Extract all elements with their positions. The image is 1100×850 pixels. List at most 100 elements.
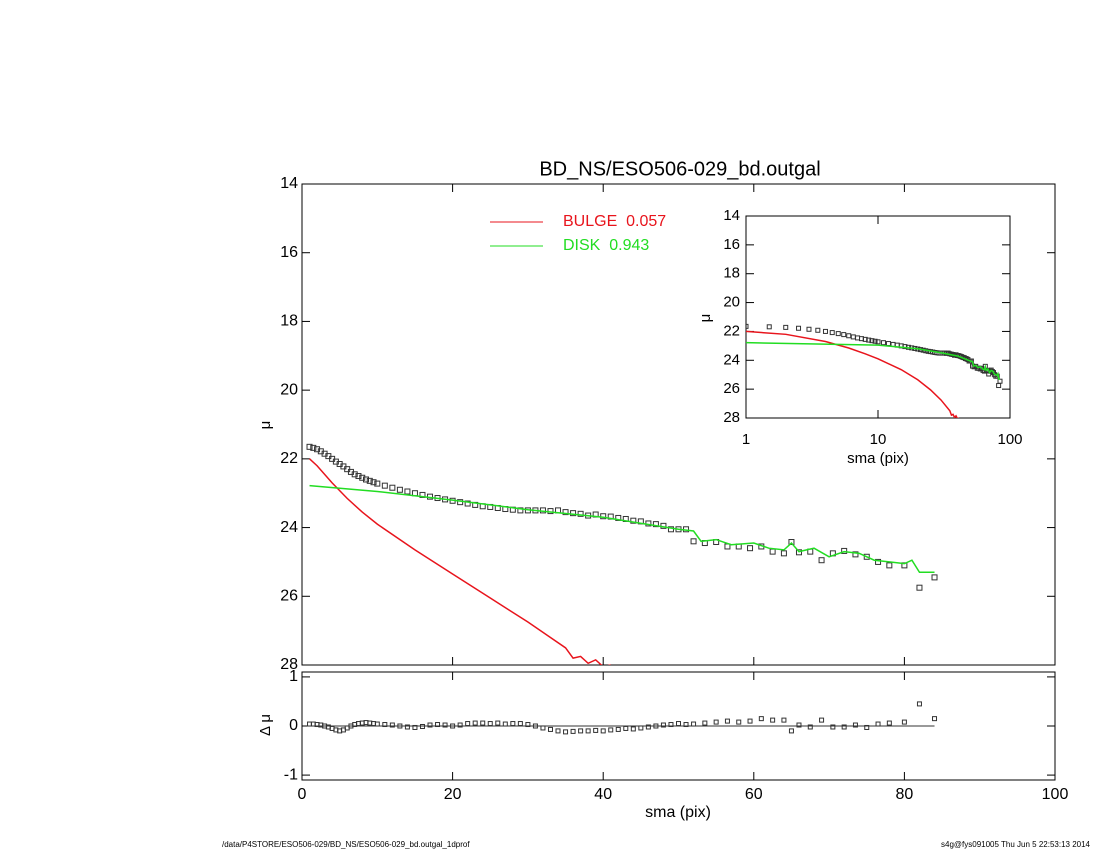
data-point	[997, 378, 1003, 384]
y-tick-label: 20	[723, 294, 740, 311]
x-tick-label: 60	[745, 786, 763, 803]
data-point	[747, 545, 754, 552]
footer-right: s4g@fys091005 Thu Jun 5 22:53:13 2014	[941, 840, 1091, 849]
residual-point	[374, 721, 380, 727]
residual-point	[427, 722, 433, 728]
y-tick-label: 24	[723, 351, 740, 368]
residual-point	[540, 725, 546, 731]
residual-point	[593, 727, 599, 733]
y-tick-label: 14	[280, 175, 298, 192]
model-line	[746, 341, 1000, 380]
footer-left: /data/P4STORE/ESO506-029/BD_NS/ESO506-02…	[222, 840, 470, 849]
y-tick-label: 18	[723, 265, 740, 282]
y-tick-label: 24	[280, 519, 298, 536]
data-point	[880, 340, 886, 346]
data-point	[852, 551, 859, 558]
residual-point	[608, 727, 614, 733]
residual-point	[668, 722, 674, 728]
data-point	[916, 584, 923, 591]
residual-point	[807, 724, 813, 730]
series-group	[306, 443, 938, 591]
residual-point	[660, 722, 666, 728]
x-tick-label: 40	[594, 786, 612, 803]
x-tick-label: 100	[997, 431, 1022, 448]
data-point	[389, 484, 396, 491]
residual-point	[517, 721, 523, 727]
residual-point	[510, 721, 516, 727]
y-tick-label: 0	[289, 717, 298, 734]
residual-point	[502, 721, 508, 727]
series-group	[746, 341, 1000, 380]
residual-point	[419, 723, 425, 729]
x-tick-label: 10	[870, 431, 887, 448]
residual-point	[852, 722, 858, 728]
plot-frame	[745, 215, 1011, 419]
residual-point	[404, 724, 410, 730]
data-point	[404, 488, 411, 495]
data-point	[381, 482, 388, 489]
data-point	[600, 513, 607, 520]
residual-point	[864, 724, 870, 730]
x-tick-label: 1	[742, 431, 750, 448]
legend-label: DISK 0.943	[563, 237, 649, 254]
x-axis-label: sma (pix)	[847, 450, 909, 467]
residual-point	[397, 723, 403, 729]
residual-point	[457, 722, 463, 728]
residual-point	[875, 721, 881, 727]
data-point	[630, 517, 637, 524]
data-point	[855, 335, 861, 341]
residual-point	[747, 718, 753, 724]
residual-point	[450, 723, 456, 729]
residual-point	[487, 721, 493, 727]
model-line	[309, 458, 611, 665]
x-axis-label: sma (pix)	[645, 804, 711, 821]
data-point	[780, 550, 787, 557]
series-group	[309, 484, 935, 573]
residual-point	[788, 728, 794, 734]
residual-point	[724, 718, 730, 724]
data-point	[875, 339, 881, 345]
x-tick-label: 20	[444, 786, 462, 803]
residual-point	[480, 720, 486, 726]
residual-point	[563, 729, 569, 735]
residual-point	[585, 728, 591, 734]
data-point	[783, 324, 789, 330]
data-point	[577, 510, 584, 517]
residual-point	[841, 724, 847, 730]
data-point	[835, 331, 841, 337]
data-point	[875, 558, 882, 565]
data-point	[863, 553, 870, 560]
data-point	[841, 547, 848, 554]
residual-point	[442, 722, 448, 728]
residual-point	[525, 722, 531, 728]
data-point	[862, 336, 868, 342]
y-tick-label: 28	[280, 656, 298, 673]
residual-point	[886, 720, 892, 726]
data-point	[374, 480, 381, 487]
residual-point	[465, 721, 471, 727]
data-point	[419, 491, 426, 498]
data-point	[815, 327, 821, 333]
residual-point	[796, 722, 802, 728]
data-point	[359, 474, 366, 481]
series-group	[746, 330, 959, 418]
chart-title: BD_NS/ESO506-029_bd.outgal	[539, 158, 820, 180]
y-tick-label: 26	[280, 588, 298, 605]
y-tick-label: -1	[284, 766, 298, 783]
residual-point	[615, 726, 621, 732]
data-point	[931, 574, 938, 581]
model-line	[309, 484, 935, 573]
data-point	[902, 344, 908, 350]
y-tick-label: 16	[280, 244, 298, 261]
data-point	[310, 444, 317, 451]
series-group	[309, 458, 611, 665]
data-point	[822, 328, 828, 334]
y-axis-label: Δ μ	[257, 714, 274, 736]
residual-point	[645, 724, 651, 730]
residual-point	[676, 721, 681, 727]
residual-point	[623, 725, 629, 731]
residual-point	[758, 716, 764, 722]
residual-point	[932, 716, 938, 722]
residual-point	[916, 701, 922, 707]
